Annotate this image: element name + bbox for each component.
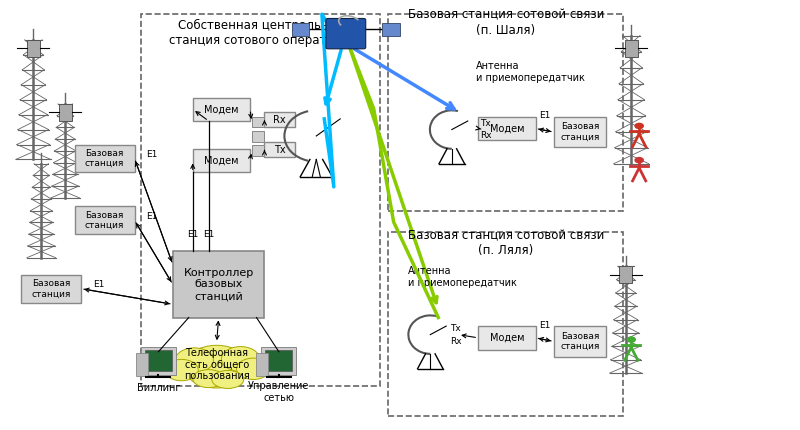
Ellipse shape xyxy=(184,345,250,388)
Text: E1: E1 xyxy=(146,212,158,221)
Bar xyxy=(388,232,623,416)
Text: Модем: Модем xyxy=(490,123,524,133)
Text: Модем: Модем xyxy=(490,333,524,343)
Bar xyxy=(554,117,606,147)
Text: Управление
сетью: Управление сетью xyxy=(248,381,310,403)
Ellipse shape xyxy=(634,157,644,163)
Bar xyxy=(257,353,269,376)
Text: Базовая
станция: Базовая станция xyxy=(561,123,600,142)
Text: E1: E1 xyxy=(146,150,158,159)
Bar xyxy=(27,40,40,57)
Text: Tx: Tx xyxy=(274,145,286,155)
Ellipse shape xyxy=(165,359,198,381)
Bar xyxy=(266,350,292,371)
Bar xyxy=(74,206,134,234)
Bar xyxy=(252,145,265,156)
Bar xyxy=(625,40,638,57)
Text: Tx: Tx xyxy=(480,119,490,128)
Ellipse shape xyxy=(193,370,225,387)
Bar xyxy=(74,144,134,172)
Bar xyxy=(265,113,294,127)
Text: Базовая станция сотовой связи
(п. Шаля): Базовая станция сотовой связи (п. Шаля) xyxy=(408,9,604,37)
Bar xyxy=(382,23,400,36)
Bar xyxy=(265,142,294,157)
Text: Контроллер
базовых
станций: Контроллер базовых станций xyxy=(183,268,254,301)
Bar xyxy=(252,117,265,127)
Text: Tx: Tx xyxy=(450,324,461,333)
FancyBboxPatch shape xyxy=(326,18,366,49)
Bar xyxy=(58,104,71,121)
Text: Антенна
и приемопередатчик: Антенна и приемопередатчик xyxy=(408,266,517,288)
Bar xyxy=(173,251,265,317)
Text: Биллинг: Биллинг xyxy=(137,383,180,393)
Text: Антенна
и приемопередатчик: Антенна и приемопередатчик xyxy=(476,61,585,83)
Text: Собственная центральная
станция сотового оператора.: Собственная центральная станция сотового… xyxy=(169,19,352,47)
Ellipse shape xyxy=(634,123,644,129)
Text: E1: E1 xyxy=(539,111,550,120)
Bar xyxy=(291,23,309,36)
Text: E1: E1 xyxy=(93,280,104,289)
Ellipse shape xyxy=(175,348,214,373)
Text: E1: E1 xyxy=(203,230,214,239)
Bar xyxy=(388,14,623,211)
Bar xyxy=(141,14,380,386)
Text: Модем: Модем xyxy=(204,156,238,166)
Text: Rx: Rx xyxy=(480,132,491,141)
Text: Базовая
станция: Базовая станция xyxy=(561,332,600,351)
Bar xyxy=(619,266,632,283)
Text: Телефонная
сеть общего
пользования: Телефонная сеть общего пользования xyxy=(184,348,250,381)
Bar xyxy=(193,98,250,121)
Bar xyxy=(136,353,148,376)
Ellipse shape xyxy=(212,371,244,388)
Ellipse shape xyxy=(626,336,636,343)
Ellipse shape xyxy=(222,347,260,372)
Text: Базовая станция сотовой связи
(п. Ляля): Базовая станция сотовой связи (п. Ляля) xyxy=(408,229,604,257)
Text: Rx: Rx xyxy=(274,115,286,125)
Text: E1: E1 xyxy=(187,230,198,239)
Bar xyxy=(478,326,535,350)
Text: Базовая
станция: Базовая станция xyxy=(31,279,71,298)
Bar xyxy=(478,117,535,140)
Bar xyxy=(145,350,172,371)
Bar xyxy=(262,347,296,375)
Bar xyxy=(22,275,81,303)
Ellipse shape xyxy=(237,358,270,380)
Bar xyxy=(252,131,265,141)
Bar xyxy=(193,149,250,172)
Text: Базовая
станция: Базовая станция xyxy=(85,211,124,230)
Text: Базовая
станция: Базовая станция xyxy=(85,149,124,168)
Bar xyxy=(554,326,606,357)
Text: E1: E1 xyxy=(539,320,550,329)
Text: Rx: Rx xyxy=(450,337,462,346)
Bar xyxy=(141,347,176,375)
Text: Модем: Модем xyxy=(204,104,238,114)
